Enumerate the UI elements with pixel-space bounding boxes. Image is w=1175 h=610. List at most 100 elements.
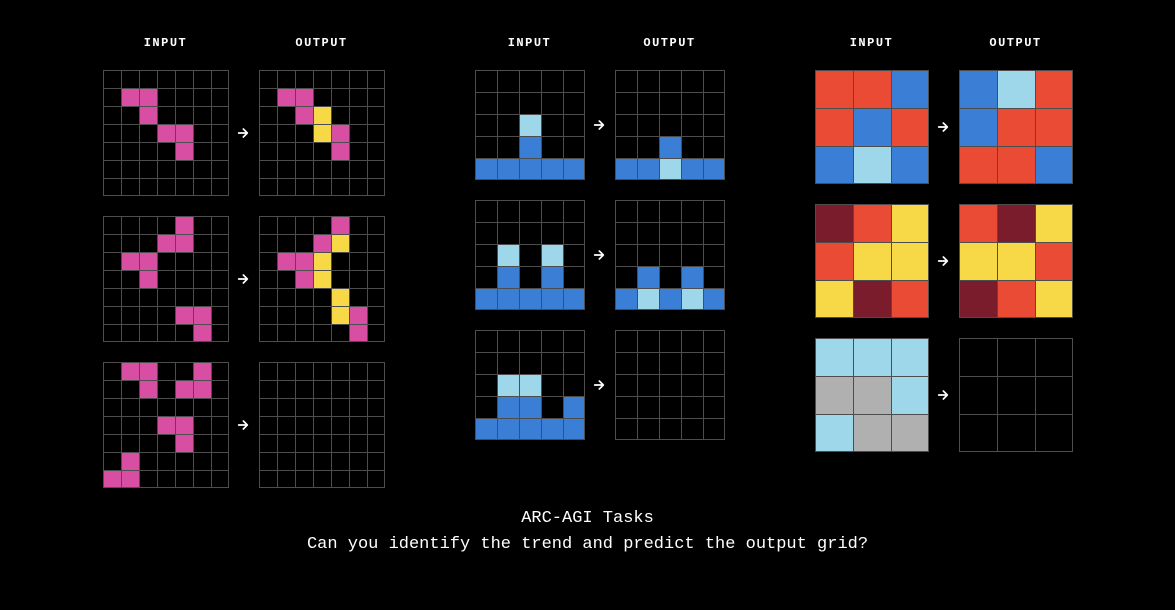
arc-figure: INPUTOUTPUTINPUTOUTPUTINPUTOUTPUT ARC-AG… [0, 0, 1175, 557]
grid-cell [997, 204, 1035, 242]
grid-cell [211, 106, 229, 124]
grid-cell [703, 266, 725, 288]
grid-cell [175, 270, 193, 288]
grid-cell [121, 288, 139, 306]
grid-cell [1035, 146, 1073, 184]
grid-cell [959, 146, 997, 184]
grid-cell [563, 352, 585, 374]
grid-cell [475, 136, 497, 158]
grid-cell [497, 136, 519, 158]
grid-cell [175, 470, 193, 488]
grid-cell [853, 70, 891, 108]
grid-cell [997, 146, 1035, 184]
grid-cell [295, 380, 313, 398]
input-grid [475, 70, 585, 180]
grid-cell [277, 380, 295, 398]
grid-cell [681, 374, 703, 396]
grid-cell [331, 398, 349, 416]
grid-cell [681, 330, 703, 352]
grid-cell [175, 252, 193, 270]
output-grid [259, 70, 385, 196]
grid-cell [349, 70, 367, 88]
output-grid [259, 216, 385, 342]
grid-cell [157, 434, 175, 452]
grid-cell [313, 416, 331, 434]
grid-cell [121, 178, 139, 196]
grid-cell [519, 70, 541, 92]
grid-cell [475, 352, 497, 374]
grid-cell [121, 252, 139, 270]
grid-cell [367, 106, 385, 124]
grid-cell [615, 396, 637, 418]
grid-cell [681, 70, 703, 92]
grid-cell [103, 306, 121, 324]
grid-cell [997, 280, 1035, 318]
grid-cell [259, 434, 277, 452]
grid-cell [259, 88, 277, 106]
grid-cell [349, 452, 367, 470]
grid-cell [637, 158, 659, 180]
grid-cell [349, 160, 367, 178]
grid-cell [121, 124, 139, 142]
grid-cell [331, 216, 349, 234]
grid-cell [541, 200, 563, 222]
grid-cell [367, 252, 385, 270]
grid-cell [497, 114, 519, 136]
grid-cell [637, 418, 659, 440]
grid-cell [259, 124, 277, 142]
grid-cell [193, 380, 211, 398]
grid-cell [541, 114, 563, 136]
grid-cell [121, 434, 139, 452]
grid-cell [295, 124, 313, 142]
grid-cell [475, 92, 497, 114]
grid-cell [139, 452, 157, 470]
grid-cell [295, 70, 313, 88]
input-header: INPUT [815, 36, 929, 50]
grid-cell [211, 160, 229, 178]
grid-cell [121, 234, 139, 252]
grid-cell [313, 270, 331, 288]
grid-cell [815, 146, 853, 184]
grid-cell [157, 106, 175, 124]
grid-cell [259, 416, 277, 434]
grid-cell [313, 88, 331, 106]
grid-cell [121, 324, 139, 342]
example-row-1 [103, 70, 385, 196]
grid-cell [157, 306, 175, 324]
grid-cell [331, 380, 349, 398]
grid-cell [615, 288, 637, 310]
grid-cell [681, 352, 703, 374]
grid-cell [349, 362, 367, 380]
grid-cell [211, 124, 229, 142]
grid-cell [193, 452, 211, 470]
grid-cell [259, 270, 277, 288]
grid-cell [563, 396, 585, 418]
grid-cell [681, 266, 703, 288]
grid-cell [331, 88, 349, 106]
grid-cell [497, 92, 519, 114]
grid-cell [103, 106, 121, 124]
grid-cell [277, 398, 295, 416]
grid-cell [121, 216, 139, 234]
grid-cell [295, 470, 313, 488]
grid-cell [331, 270, 349, 288]
grid-cell [139, 178, 157, 196]
grid-cell [659, 266, 681, 288]
grid-cell [259, 216, 277, 234]
caption-line-1: ARC-AGI Tasks [307, 506, 868, 532]
grid-cell [475, 330, 497, 352]
grid-cell [563, 330, 585, 352]
grid-cell [157, 178, 175, 196]
grid-cell [157, 324, 175, 342]
grid-cell [193, 362, 211, 380]
grid-cell [703, 136, 725, 158]
grid-cell [997, 242, 1035, 280]
grid-cell [331, 452, 349, 470]
grid-cell [853, 280, 891, 318]
grid-cell [193, 470, 211, 488]
grid-cell [637, 244, 659, 266]
grid-cell [997, 338, 1035, 376]
grid-cell [313, 70, 331, 88]
grid-cell [615, 70, 637, 92]
grid-cell [519, 396, 541, 418]
